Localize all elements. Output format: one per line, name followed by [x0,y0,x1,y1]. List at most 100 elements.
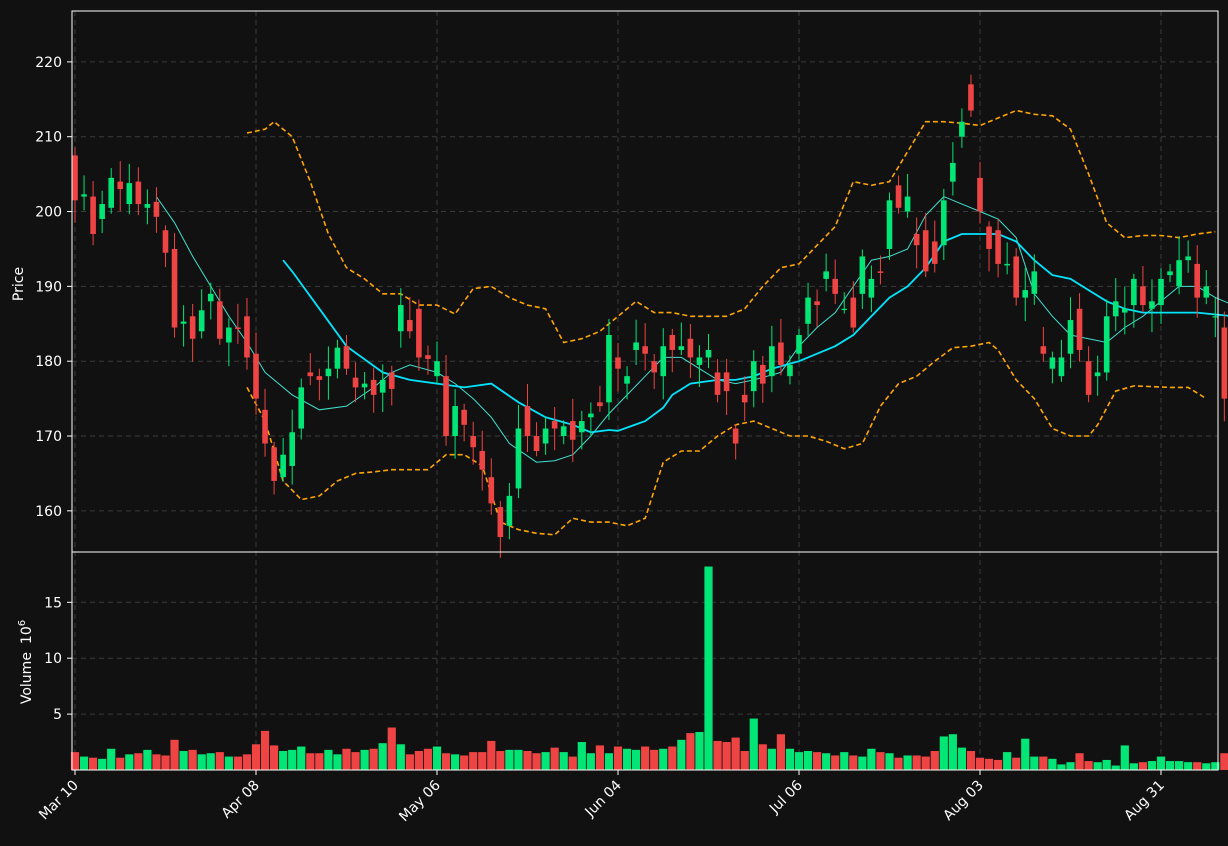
price-tick-label-160: 160 [35,504,62,520]
volume-bar-14 [197,754,206,770]
price-tick-label-170: 170 [35,429,62,445]
candle-body-92 [904,196,911,212]
volume-bar-26 [306,753,315,770]
volume-bar-122 [1175,761,1184,770]
candle-body-75 [750,361,757,392]
volume-bar-43 [460,755,469,770]
volume-bar-107 [1039,756,1048,770]
candle-body-12 [180,321,187,324]
candle-body-14 [198,310,205,332]
volume-bar-12 [179,750,188,770]
candle-body-1 [81,194,87,197]
volume-bar-103 [1003,752,1012,770]
candle-body-107 [1040,346,1047,354]
volume-bar-58 [595,745,604,770]
volume-bar-5 [116,757,125,770]
candle-body-23 [280,454,286,478]
candle-body-104 [1013,256,1019,298]
candle-body-47 [497,507,504,538]
candle-body-34 [379,379,386,393]
candle-body-67 [678,346,685,350]
candle-body-0 [72,155,78,201]
candle-body-79 [787,364,793,377]
volume-bar-2 [89,757,98,770]
candle-body-103 [1004,263,1010,266]
candle-body-100 [977,177,983,212]
candle-body-43 [461,409,467,425]
volume-axis-label-text: Volume [19,652,35,704]
candle-body-101 [986,226,992,249]
candle-body-68 [687,338,694,358]
volume-bar-0 [70,752,80,770]
volume-bar-41 [441,753,451,770]
volume-bar-106 [1030,756,1039,770]
volume-bar-91 [894,757,903,770]
candle-body-25 [298,387,305,429]
volume-bar-71 [713,740,722,770]
volume-tick-label-10: 10 [44,651,62,667]
volume-bar-17 [224,756,233,770]
volume-bar-36 [396,744,405,770]
volume-bar-97 [948,734,957,770]
price-tick-label-200: 200 [35,205,62,221]
candle-body-62 [633,342,639,350]
volume-bar-45 [478,752,487,770]
candle-body-80 [796,335,802,354]
volume-bar-93 [912,755,921,770]
volume-bar-39 [423,748,433,770]
volume-bar-83 [822,753,831,770]
candle-body-127 [1221,327,1228,399]
candle-body-70 [705,349,712,358]
candle-body-120 [1158,278,1164,306]
volume-bar-85 [840,752,849,770]
candle-body-52 [542,428,549,444]
candle-body-44 [470,436,476,448]
candle-body-90 [886,200,893,249]
candle-body-89 [877,271,884,273]
volume-axis-exponent-power: 6 [17,620,28,626]
volume-bar-57 [586,753,595,770]
volume-bar-16 [215,752,224,770]
volume-bar-92 [903,755,912,770]
candle-body-18 [235,327,241,330]
volume-bar-55 [568,756,577,770]
candle-body-37 [407,320,413,332]
volume-bar-53 [550,747,559,770]
volume-bars [70,566,1228,770]
volume-bar-52 [541,752,550,770]
volume-bar-72 [722,742,731,770]
volume-bar-7 [134,753,143,770]
candle-body-102 [995,230,1001,264]
price-tick-label-190: 190 [35,279,62,295]
candle-body-99 [968,84,974,111]
candle-body-66 [669,335,676,350]
candle-body-77 [769,346,775,377]
candle-body-65 [660,346,667,377]
candle-body-2 [90,196,96,234]
candle-body-85 [841,308,848,311]
volume-bar-8 [143,749,152,770]
candle-body-58 [597,402,603,407]
volume-bar-112 [1084,761,1093,770]
candle-body-109 [1058,357,1065,377]
volume-bar-35 [387,727,396,770]
volume-bar-51 [532,753,541,770]
candle-body-87 [859,256,866,294]
volume-bar-18 [233,756,242,770]
volume-bar-101 [984,758,994,770]
candle-body-116 [1122,308,1128,313]
candle-body-33 [370,379,377,395]
volume-panel-frame [71,551,1219,771]
candle-body-108 [1049,357,1056,369]
candle-body-50 [524,406,531,437]
candle-body-74 [741,394,748,403]
volume-axis-exponent-base: 10 [19,626,35,644]
candle-body-124 [1194,263,1200,298]
price-tick-label-220: 220 [35,55,62,71]
candle-body-7 [135,181,142,205]
volume-bar-59 [604,753,614,770]
candle-body-46 [488,477,495,504]
candle-body-53 [551,421,558,429]
